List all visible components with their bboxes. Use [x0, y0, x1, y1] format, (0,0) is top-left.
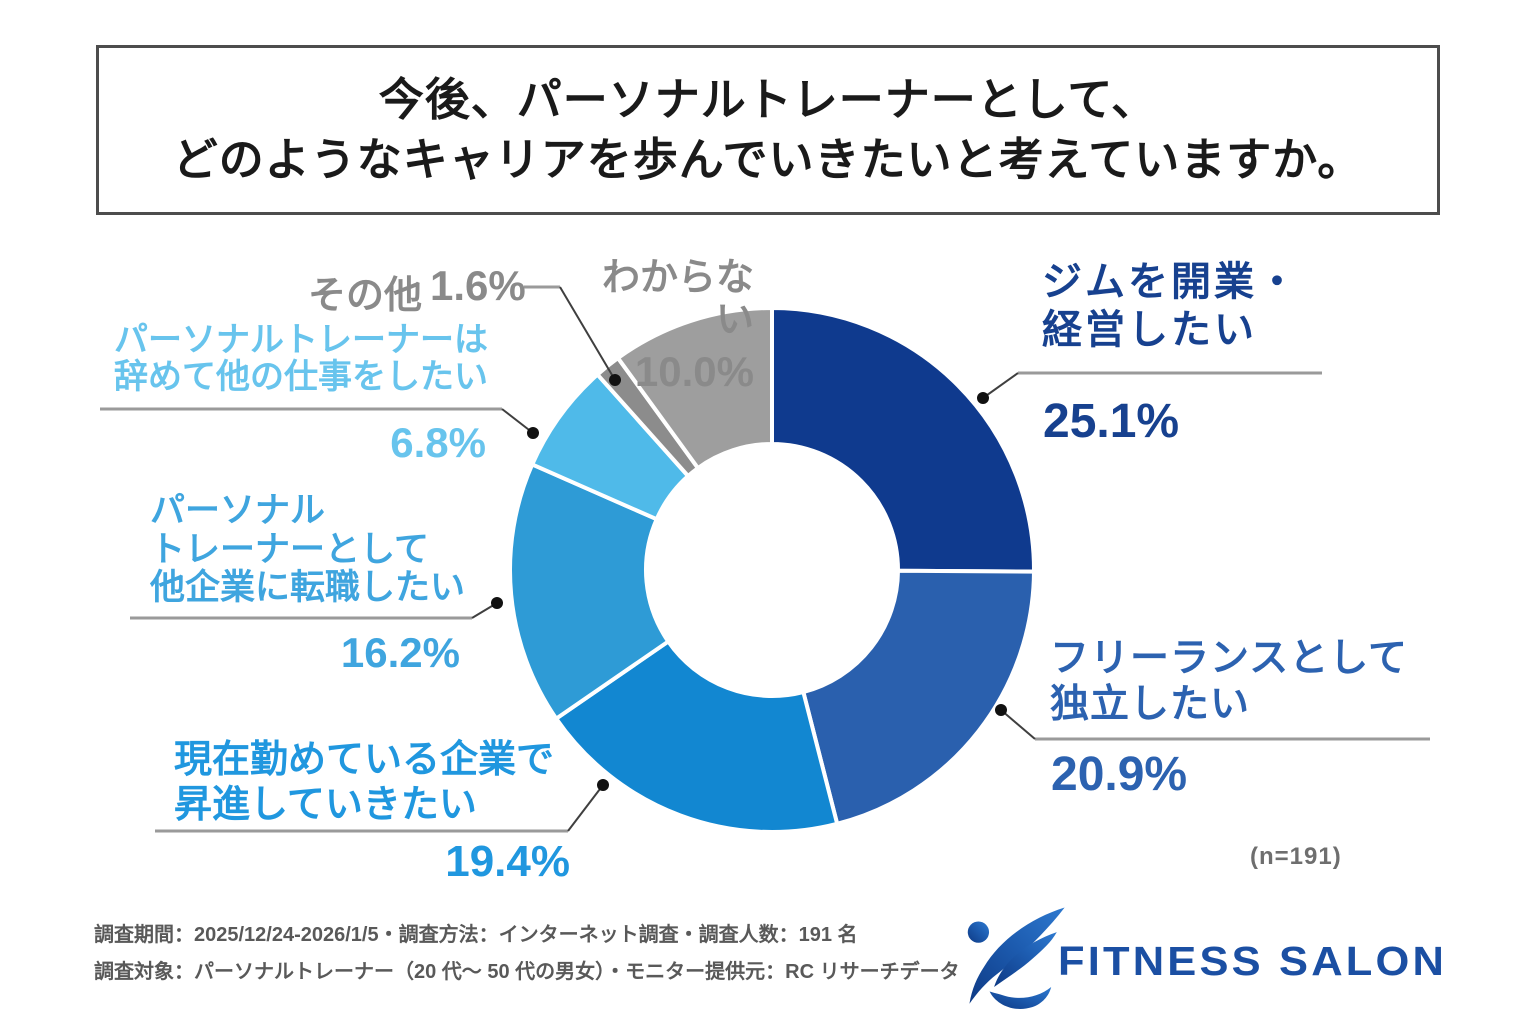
- title-box: 今後、パーソナルトレーナーとして、 どのようなキャリアを歩んでいきたいと考えてい…: [96, 45, 1440, 215]
- callout-promote-pct: 19.4%: [445, 837, 570, 886]
- footer-survey-target: 調査対象：パーソナルトレーナー（20 代～ 50 代の男女）・モニター提供元：R…: [94, 961, 960, 983]
- logo-wing-mid: [994, 932, 1057, 987]
- callout-promote-label: 現在勤めている企業で 昇進していきたい: [174, 739, 555, 826]
- callout-changejob-pct: 16.2%: [340, 629, 460, 676]
- dot-promote: [597, 779, 609, 791]
- callout-unknown-pct: 10.0%: [634, 347, 754, 395]
- logo-hook: [989, 987, 1052, 1009]
- leader-freelance: [1000, 709, 1036, 740]
- donut-slice-2: [554, 639, 840, 835]
- donut-slice-1: [801, 568, 1036, 826]
- callout-underlines: [100, 285, 1430, 833]
- donut-slice-3: [508, 462, 671, 721]
- fitness-salon-logo-text: FITNESS SALON: [1058, 938, 1448, 984]
- leader-quit: [501, 408, 534, 434]
- dot-freelance: [995, 704, 1007, 716]
- leader-promote: [567, 784, 604, 832]
- leader-gym: [982, 372, 1019, 399]
- dot-other: [609, 374, 621, 386]
- callout-unknown: わからない 10.0%: [586, 257, 754, 396]
- fitness-salon-logo-icon: [967, 907, 1065, 1009]
- callout-gym-pct: 25.1%: [1043, 395, 1180, 448]
- donut-slices: [508, 306, 1036, 835]
- dot-changejob: [491, 597, 503, 609]
- leader-other: [559, 286, 616, 381]
- callout-unknown-label: わからない: [601, 257, 754, 341]
- survey-question-title: 今後、パーソナルトレーナーとして、 どのようなキャリアを歩んでいきたいと考えてい…: [172, 74, 1364, 185]
- dot-gym: [977, 392, 989, 404]
- sample-size-note: (n=191): [1250, 843, 1342, 870]
- callout-other-label: その他: [308, 275, 423, 317]
- callout-quit-label: パーソナルトレーナーは 辞めて他の仕事をしたい: [114, 321, 488, 396]
- callout-freelance-pct: 20.9%: [1051, 748, 1188, 801]
- callout-changejob-label: パーソナル トレーナーとして 他企業に転職したい: [150, 491, 466, 607]
- callout-other-pct: 1.6%: [430, 262, 526, 309]
- callout-quit-pct: 6.8%: [390, 419, 486, 466]
- footer-survey-period: 調査期間：2025/12/24-2026/1/5・調査方法：インターネット調査・…: [94, 924, 858, 946]
- callout-dots: [491, 374, 1007, 791]
- logo-head-circle: [967, 921, 990, 943]
- donut-slice-0: [770, 306, 1036, 574]
- dot-quit: [527, 427, 539, 439]
- callout-freelance-label: フリーランスとして 独立したい: [1050, 637, 1409, 727]
- callout-gym-label: ジムを開業・ 経営したい: [1042, 260, 1300, 352]
- donut-slice-6: [616, 306, 774, 471]
